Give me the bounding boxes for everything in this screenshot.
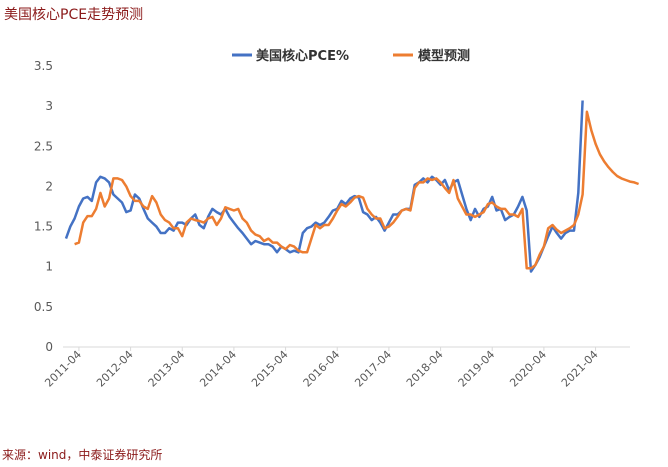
x-tick-label: 2016-04 — [301, 348, 343, 390]
y-tick-label: 2.5 — [34, 139, 53, 153]
y-tick-label: 1.5 — [34, 220, 53, 234]
legend: 美国核心PCE% 模型预测 — [232, 48, 470, 64]
series-group — [64, 100, 640, 273]
y-tick-label: 2 — [45, 179, 53, 193]
x-axis: 2011-04 2012-04 2013-04 2014-04 2015-04 2016-… — [42, 347, 601, 390]
x-tick-label: 2021-04 — [559, 348, 601, 390]
y-tick-label: 3.5 — [34, 59, 53, 73]
y-tick-label: 0 — [45, 340, 53, 354]
series-line-core-pce — [64, 100, 584, 273]
x-tick-label: 2012-04 — [94, 348, 136, 390]
x-tick-label: 2020-04 — [507, 348, 549, 390]
source-note: 来源：wind，中泰证券研究所 — [2, 448, 163, 462]
x-tick-label: 2014-04 — [197, 348, 239, 390]
y-tick-label: 3 — [45, 99, 53, 113]
legend-label-model: 模型预测 — [418, 48, 470, 64]
chart: 美国核心PCE% 模型预测 00.511.522.533.5 2011-04 20… — [34, 48, 640, 390]
x-tick-label: 2011-04 — [42, 348, 84, 390]
x-tick-label: 2017-04 — [352, 348, 394, 390]
y-tick-label: 1 — [45, 260, 53, 274]
series-line-model — [74, 110, 640, 270]
legend-label-core-pce: 美国核心PCE% — [256, 48, 349, 64]
x-tick-label: 2013-04 — [146, 348, 188, 390]
x-tick-label: 2018-04 — [404, 348, 446, 390]
x-tick-label: 2015-04 — [249, 348, 291, 390]
y-tick-label: 0.5 — [34, 300, 53, 314]
y-axis: 0 0.5 1 1.5 2 2.5 3 3.5 — [34, 59, 53, 354]
x-tick-label: 2019-04 — [456, 348, 498, 390]
chart-title: 美国核心PCE走势预测 — [4, 7, 144, 23]
